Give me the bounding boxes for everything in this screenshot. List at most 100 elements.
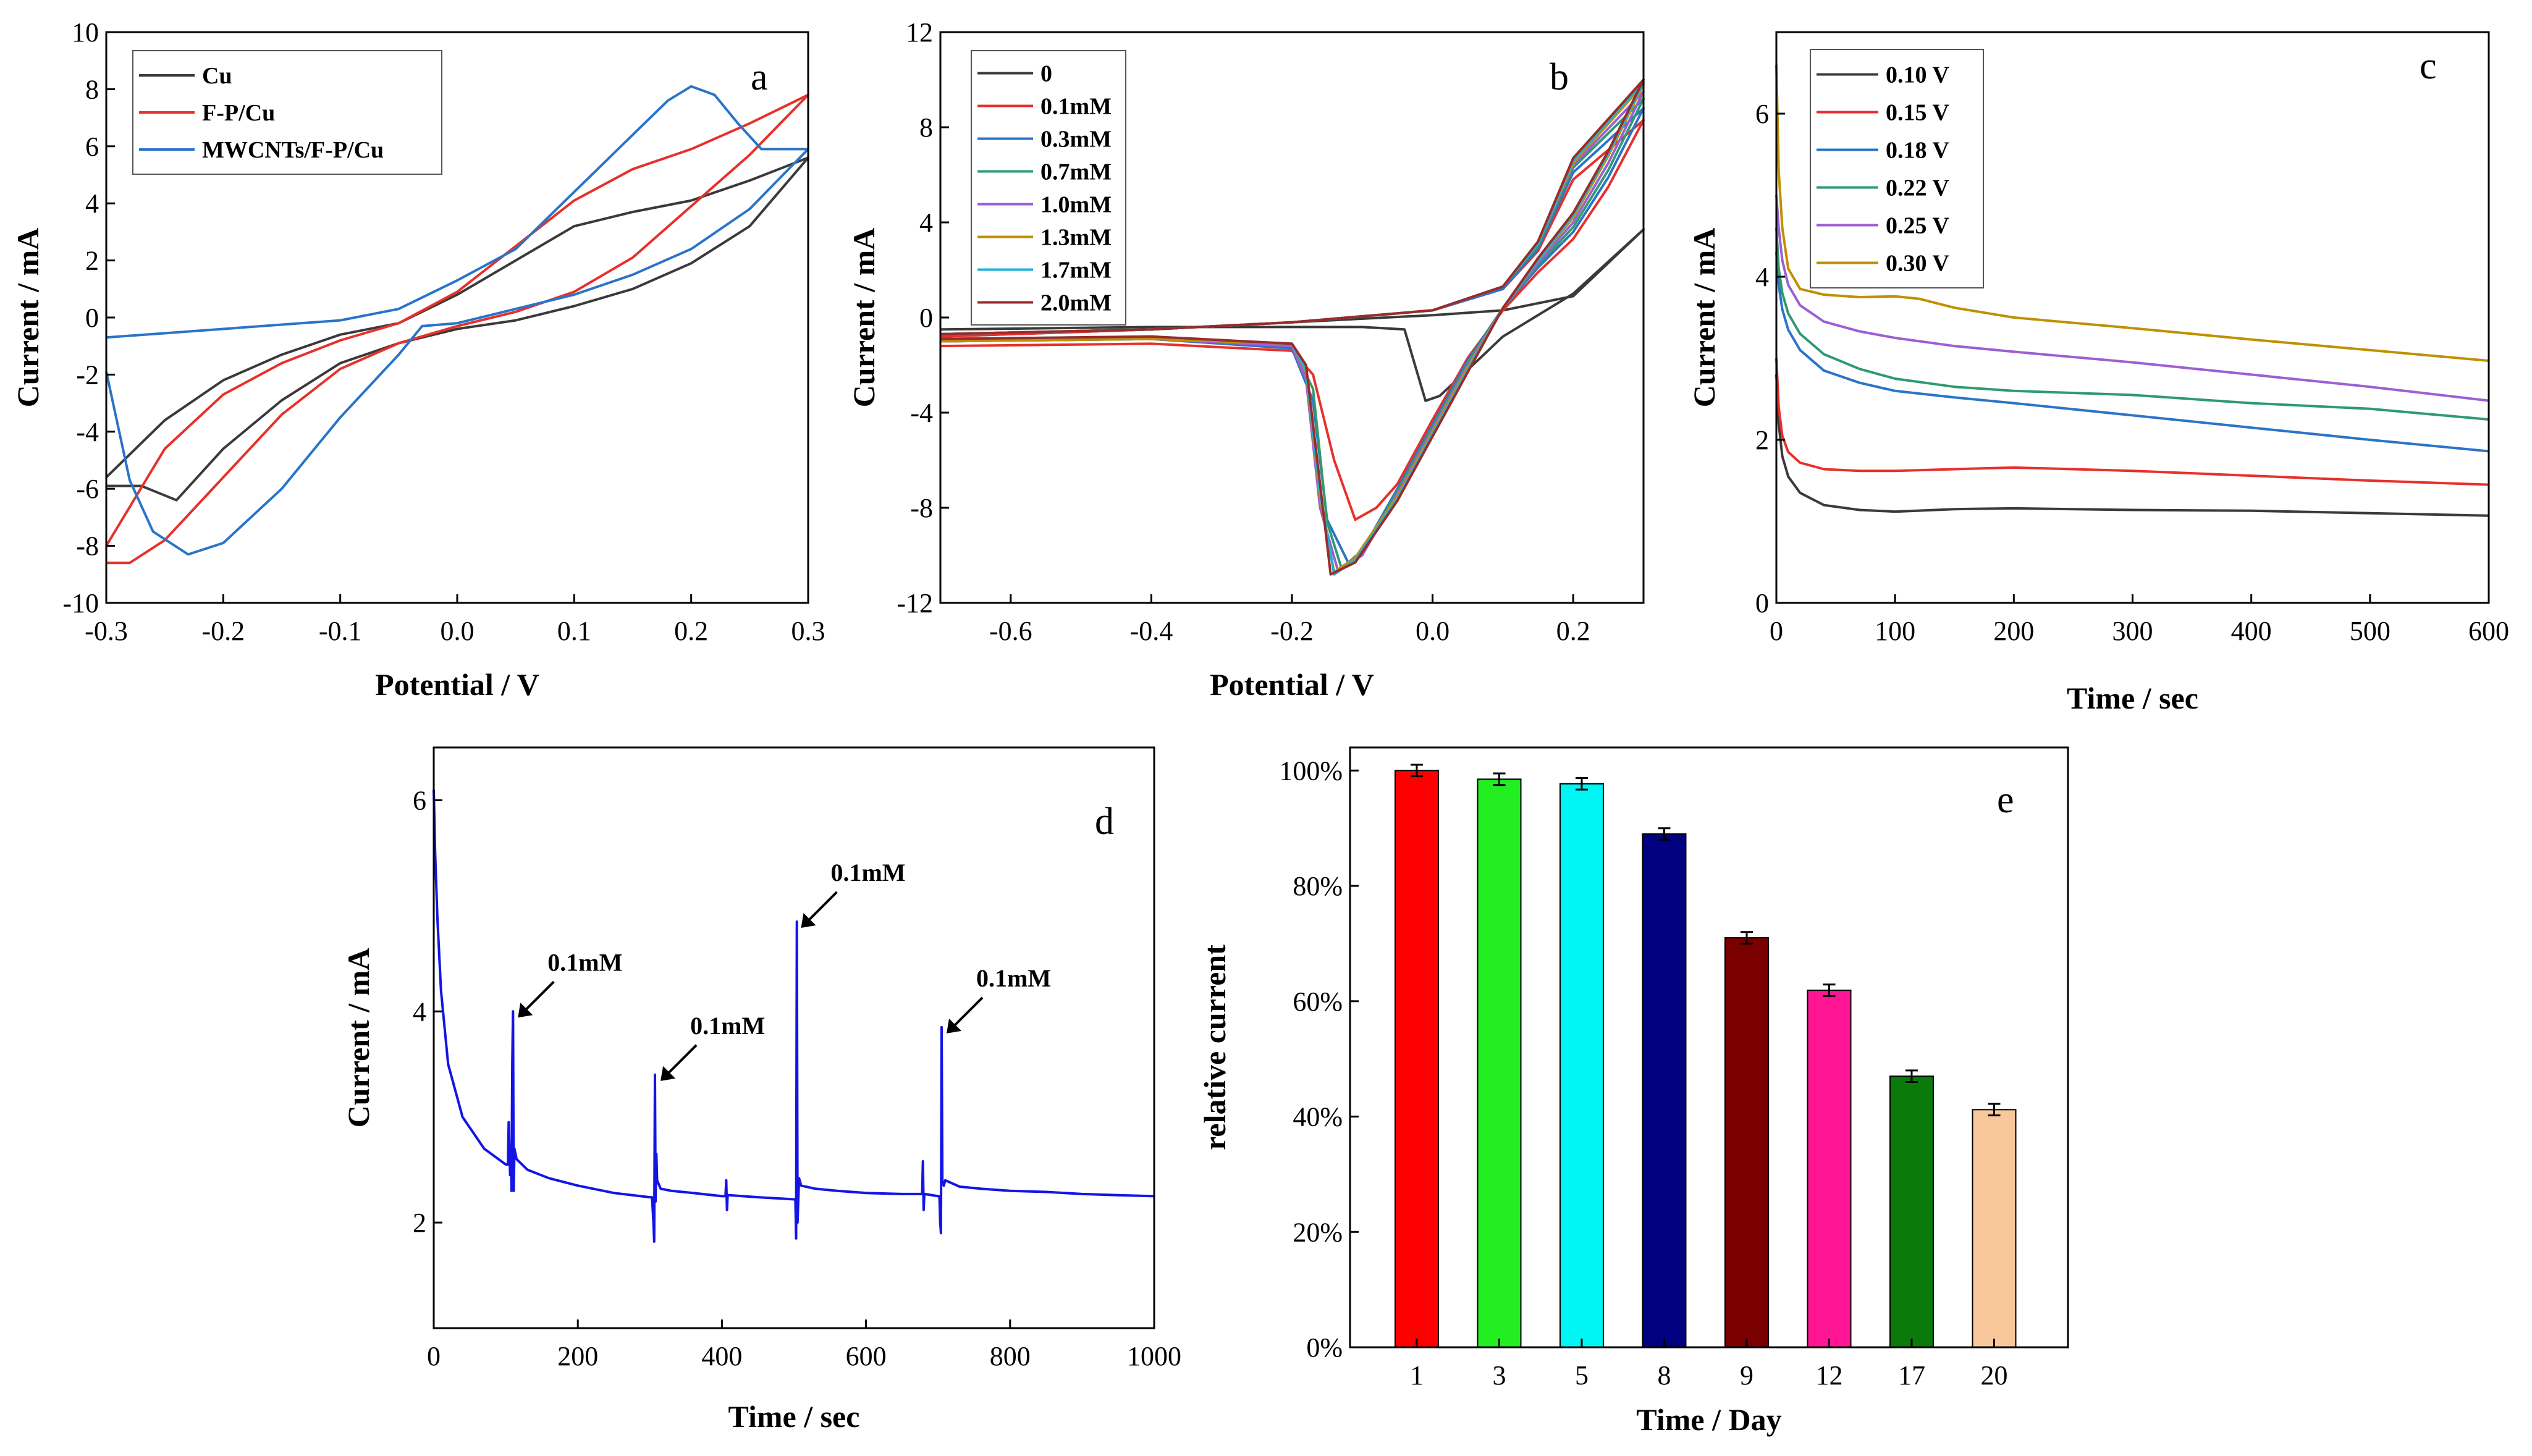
e-x-tick-label: 8 (1658, 1360, 1671, 1391)
d-annotation-arrow (952, 996, 984, 1029)
b-legend-label: 2.0mM (1040, 290, 1112, 316)
a-y-tick-label: -4 (76, 417, 99, 447)
c-y-tick-label: 0 (1755, 588, 1769, 618)
d-x-tick-label: 1000 (1127, 1341, 1181, 1371)
b-y-tick-label: -12 (897, 588, 933, 618)
b-x-tick-label: 0.2 (1556, 616, 1590, 646)
d-y-axis-label: Current / mA (341, 948, 376, 1128)
panel-c-letter: c (2420, 45, 2437, 87)
b-y-tick-label: 8 (919, 112, 933, 143)
b-y-tick-label: -8 (910, 493, 933, 523)
a-x-tick-label: 0.2 (674, 616, 708, 646)
b-legend-label: 0 (1040, 61, 1052, 87)
b-legend-label: 1.0mM (1040, 192, 1112, 218)
a-legend-label: MWCNTs/F-P/Cu (202, 137, 384, 163)
a-y-tick-label: -6 (76, 474, 99, 504)
e-y-tick-label: 60% (1293, 987, 1343, 1017)
c-legend-box (1810, 49, 1984, 288)
c-x-tick-label: 300 (2112, 616, 2153, 646)
e-bar-day-9 (1724, 937, 1769, 1348)
b-legend-box (971, 50, 1126, 326)
panel-a: a -0.3 -0.2 -0.1 0.0 0.1 0.2 0.3 -10 -8 -6 -4 -2 0 2 4… (11, 17, 825, 702)
a-x-tick-label: 0.3 (791, 616, 825, 646)
a-legend-label: F-P/Cu (202, 100, 275, 126)
a-y-tick-label: 4 (85, 188, 99, 219)
a-x-tick-label: -0.2 (202, 616, 245, 646)
d-x-tick-label: 200 (557, 1341, 598, 1371)
e-bar-day-1 (1395, 770, 1439, 1349)
b-x-tick-label: -0.6 (989, 616, 1032, 646)
b-legend-label: 0.1mM (1040, 94, 1112, 120)
d-annotation-label: 0.1mM (547, 948, 622, 976)
c-series-1 (1775, 374, 2489, 517)
e-x-tick-label: 17 (1898, 1360, 1925, 1391)
d-plot-frame (433, 746, 1155, 1329)
c-x-tick-label: 0 (1770, 616, 1783, 646)
a-y-tick-label: 8 (85, 74, 99, 104)
c-series-3 (1775, 252, 2489, 453)
c-y-axis-label: Current / mA (1687, 228, 1721, 408)
c-series-6 (1775, 64, 2489, 362)
e-bar-day-3 (1477, 778, 1522, 1348)
panel-d: d 0 200 400 600 800 1000 2 4 6 Time / sec Current … (341, 746, 1181, 1434)
d-annotation-arrowhead (518, 1003, 533, 1018)
panel-c: c 0 100 200 300 400 500 600 0 2 4 6 Time / sec Curre… (1687, 31, 2509, 715)
a-series-2 (105, 93, 809, 565)
panel-e: e 1 3 5 8 9 12 17 20 0% 20% 40% 60% 80% 100% Time / Da… (1197, 746, 2069, 1437)
panel-e-letter: e (1997, 779, 2014, 821)
d-annotation-arrowhead (947, 1018, 962, 1033)
a-y-tick-label: 2 (85, 246, 99, 276)
c-x-axis-label: Time / sec (2067, 681, 2198, 715)
e-y-tick-label: 80% (1293, 871, 1343, 901)
panel-b: b -0.6 -0.4 -0.2 0.0 0.2 -12 -8 -4 0 4 8 12 Potentia… (846, 17, 1645, 702)
panel-b-letter: b (1550, 56, 1569, 98)
b-x-tick-label: -0.4 (1130, 616, 1173, 646)
e-y-tick-label: 40% (1293, 1102, 1343, 1132)
c-x-tick-label: 600 (2468, 616, 2509, 646)
e-bar-day-12 (1807, 990, 1852, 1348)
c-series-2 (1775, 358, 2489, 486)
c-legend-label: 0.22 V (1886, 175, 1949, 201)
d-x-tick-label: 800 (990, 1341, 1031, 1371)
e-x-tick-label: 20 (1981, 1360, 2008, 1391)
a-series-3 (105, 85, 809, 556)
c-y-tick-label: 2 (1755, 425, 1769, 455)
d-x-axis-label: Time / sec (728, 1399, 860, 1434)
a-series-1 (105, 156, 809, 502)
c-series-4 (1775, 227, 2489, 421)
d-annotation-label: 0.1mM (830, 859, 905, 886)
a-x-tick-label: 0.1 (557, 616, 591, 646)
b-y-tick-label: 12 (906, 17, 933, 48)
d-annotation-arrowhead (660, 1066, 676, 1081)
e-x-tick-label: 1 (1410, 1360, 1424, 1391)
a-y-tick-label: 10 (72, 17, 99, 48)
a-y-tick-label: -8 (76, 531, 99, 562)
c-y-tick-label: 6 (1755, 99, 1769, 129)
d-y-tick-label: 4 (413, 996, 426, 1027)
e-plot-frame (1349, 746, 2069, 1349)
a-y-tick-label: 0 (85, 303, 99, 333)
e-x-tick-label: 5 (1575, 1360, 1589, 1391)
a-x-tick-label: -0.3 (85, 616, 128, 646)
b-series-1 (940, 228, 1645, 402)
e-x-tick-label: 3 (1493, 1360, 1506, 1391)
e-y-tick-label: 0% (1306, 1332, 1343, 1363)
d-series-1 (433, 789, 1155, 1243)
b-y-axis-label: Current / mA (846, 228, 881, 408)
b-x-axis-label: Potential / V (1210, 667, 1374, 702)
d-x-tick-label: 400 (701, 1341, 742, 1371)
b-legend-label: 0.7mM (1040, 159, 1112, 185)
d-annotation-arrowhead (801, 913, 816, 928)
a-x-tick-label: 0.0 (441, 616, 475, 646)
e-x-axis-label: Time / Day (1636, 1402, 1781, 1437)
c-x-tick-label: 500 (2350, 616, 2391, 646)
a-legend-label: Cu (202, 63, 232, 89)
e-bar-day-20 (1972, 1109, 2017, 1348)
b-x-tick-label: 0.0 (1416, 616, 1450, 646)
a-y-tick-label: -10 (62, 588, 99, 618)
panel-a-letter: a (751, 56, 768, 98)
d-annotation-arrow (806, 891, 838, 923)
e-bar-day-17 (1889, 1075, 1934, 1349)
b-series-8 (940, 78, 1645, 576)
